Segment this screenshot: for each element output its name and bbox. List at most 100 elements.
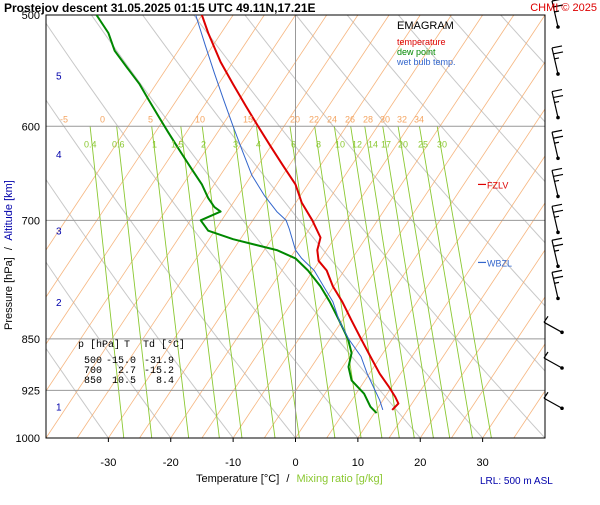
wind-barb-flag <box>553 244 563 246</box>
table-header-td: Td [°C] <box>143 339 185 351</box>
mixing-ratio-line <box>181 126 220 438</box>
wind-barb-dot <box>560 366 564 370</box>
altitude-tick-label: 5 <box>56 71 62 82</box>
mixing-ratio-label: 20 <box>398 139 408 149</box>
x-axis-label-temperature: Temperature [°C] <box>196 473 279 485</box>
mixing-ratio-label: 8 <box>316 139 321 149</box>
wind-barb <box>552 204 563 234</box>
isotherm-label: 34 <box>414 114 424 124</box>
pressure-tick-label: 600 <box>22 121 40 133</box>
dry-adiabat-line <box>529 0 600 438</box>
isotherm-label: 5 <box>148 114 153 124</box>
mixing-ratio-label: 30 <box>437 139 447 149</box>
isotherm-label: 20 <box>290 114 300 124</box>
isotherm-label: 28 <box>363 114 373 124</box>
legend-item-wet-bulb: wet bulb temp. <box>396 57 456 67</box>
table-header-t: T <box>124 340 130 351</box>
pressure-tick-label: 700 <box>22 215 40 227</box>
wind-barb-flag <box>552 130 562 132</box>
y-axis-label-pressure: Pressure [hPa] <box>3 257 15 330</box>
wind-barb <box>552 130 563 160</box>
isotherm-label: 10 <box>195 114 205 124</box>
wind-barb-staff <box>544 358 562 368</box>
table-header-p: p [hPa] <box>78 339 120 351</box>
wind-barb-dot <box>556 231 560 235</box>
mixing-ratio-label: 3 <box>233 139 238 149</box>
mixing-ratio-label: 17 <box>381 139 391 149</box>
wind-barb-flag <box>552 270 562 272</box>
isotherm-line <box>545 15 600 438</box>
isotherm-line <box>233 15 514 438</box>
mixing-ratio-line <box>383 126 434 438</box>
table-cell: 850 <box>84 376 102 387</box>
wind-barb-flag <box>552 46 562 48</box>
wet-bulb-zero-label: WBZL <box>487 258 512 268</box>
sounding-table: p [hPa] T Td [°C] 500 -15.0 -31.9 700 2.… <box>78 339 185 387</box>
y-axis-title: Pressure [hPa] / Altitude [km] <box>3 180 15 330</box>
altitude-tick-label: 1 <box>56 403 62 414</box>
isotherm-label: 26 <box>345 114 355 124</box>
x-tick-label: 30 <box>477 457 489 469</box>
wind-barb-flag <box>553 52 563 54</box>
wind-barb-staff <box>544 398 562 408</box>
mixing-ratio-label: 10 <box>335 139 345 149</box>
wind-barb-dot <box>560 406 564 410</box>
wind-barb-staff <box>552 92 558 118</box>
mixing-ratio-line <box>290 126 335 438</box>
x-tick-label: -20 <box>163 457 179 469</box>
isotherm-label: 0 <box>100 114 105 124</box>
wind-barb-dot <box>556 25 560 29</box>
pressure-tick-label: 925 <box>22 385 40 397</box>
altitude-tick-label: 4 <box>56 150 62 161</box>
wind-barb-flag <box>552 238 562 240</box>
wind-barb-flag <box>552 168 562 170</box>
y-axis-label-altitude: Altitude [km] <box>3 180 15 241</box>
wind-barb <box>552 168 563 198</box>
wind-barb-staff <box>552 170 558 196</box>
legend: EMAGRAM temperature dew point wet bulb t… <box>396 20 456 67</box>
isotherm-line <box>420 15 600 438</box>
wind-barb-dot <box>556 72 560 76</box>
wind-barb <box>552 90 563 120</box>
wind-barb-dot <box>556 264 560 268</box>
pressure-tick-label: 850 <box>22 334 40 346</box>
isotherm-line <box>171 15 452 438</box>
x-tick-label: -10 <box>225 457 241 469</box>
altitude-tick-label: 3 <box>56 227 62 238</box>
wind-barb-flag <box>552 204 562 206</box>
isotherm-line <box>358 15 600 438</box>
wind-barb-dot <box>560 330 564 334</box>
wind-barb-staff <box>552 240 558 266</box>
x-axis-label-mixing-ratio: Mixing ratio [g/kg] <box>296 473 382 485</box>
wind-barb-dot <box>556 297 560 301</box>
x-tick-label: 10 <box>352 457 364 469</box>
mixing-ratio-label: 0.6 <box>112 139 125 149</box>
legend-item-temperature: temperature <box>397 37 446 47</box>
lrl-label: LRL: 500 m ASL <box>480 476 553 487</box>
mixing-ratio-label: 25 <box>418 139 428 149</box>
wind-barb <box>552 238 563 268</box>
isotherm-label: 32 <box>397 114 407 124</box>
isotherm-line <box>483 15 600 438</box>
wind-barb-flag <box>553 96 563 98</box>
mixing-ratio-line <box>117 126 152 438</box>
mixing-ratio-line <box>398 126 450 438</box>
wind-barb-staff <box>544 322 562 332</box>
wind-barb-staff <box>552 48 558 74</box>
chart-title: Prostejov descent 31.05.2025 01:15 UTC 4… <box>4 1 316 15</box>
legend-item-dew-point: dew point <box>397 47 436 57</box>
dew-point-profile-line <box>97 15 377 413</box>
isotherm-label: 22 <box>309 114 319 124</box>
wind-barb-dot <box>556 156 560 160</box>
table-cell: 8.4 <box>156 376 174 387</box>
x-tick-label: 0 <box>292 457 298 469</box>
table-cell: 10.5 <box>112 376 136 387</box>
isotherm-label: 30 <box>380 114 390 124</box>
altitude-tick-label: 2 <box>56 298 62 309</box>
isotherm-line <box>296 15 577 438</box>
copyright-label: CHMI © 2025 <box>530 2 597 14</box>
mixing-ratio-line <box>90 126 124 438</box>
wind-barb <box>544 392 564 410</box>
wind-barb-staff <box>552 272 558 298</box>
